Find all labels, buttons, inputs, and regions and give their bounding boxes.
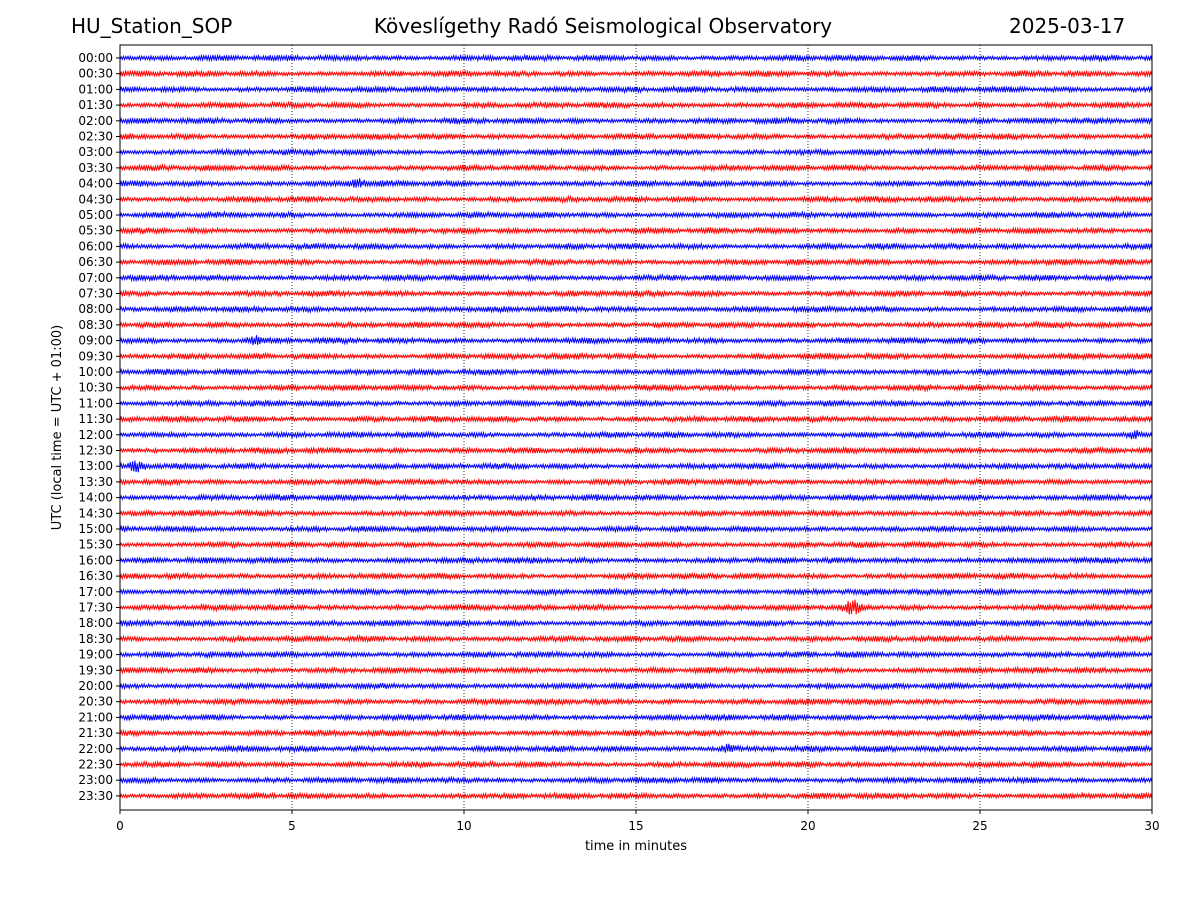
trace-1000 [119, 367, 1153, 377]
y-tick-label: 03:00 [78, 145, 113, 159]
y-tick-label: 10:30 [78, 381, 113, 395]
x-axis-ticks: 0 5 10 15 20 25 30 [116, 810, 1160, 833]
y-tick-label: 20:30 [78, 695, 113, 709]
trace-1330 [119, 477, 1153, 487]
y-tick-label: 19:30 [78, 663, 113, 677]
trace-2300 [119, 775, 1153, 785]
trace-0330 [119, 163, 1153, 173]
y-tick-label: 18:30 [78, 632, 113, 646]
trace-1200 [119, 430, 1153, 440]
y-tick-label: 00:30 [78, 67, 113, 81]
x-tick-label: 30 [1144, 819, 1159, 833]
trace-2000 [119, 681, 1153, 691]
y-tick-label: 21:00 [78, 710, 113, 724]
trace-1900 [119, 649, 1153, 660]
y-tick-label: 04:30 [78, 192, 113, 206]
trace-1230 [119, 445, 1153, 456]
chart-title: Köveslígethy Radó Seismological Observat… [0, 14, 1200, 38]
y-tick-label: 11:00 [78, 396, 113, 410]
y-tick-label: 15:30 [78, 538, 113, 552]
chart-title-text: Köveslígethy Radó Seismological Observat… [373, 14, 833, 38]
y-tick-label: 00:00 [78, 51, 113, 65]
trace-0830 [119, 320, 1153, 330]
y-tick-label: 23:00 [78, 773, 113, 787]
y-tick-label: 18:00 [78, 616, 113, 630]
y-tick-label: 05:00 [78, 208, 113, 222]
y-tick-label: 01:30 [78, 98, 113, 112]
trace-1430 [119, 508, 1153, 519]
trace-1700 [119, 587, 1153, 597]
y-tick-label: 02:00 [78, 114, 113, 128]
y-tick-label: 02:30 [78, 130, 113, 144]
y-tick-label: 16:30 [78, 569, 113, 583]
y-tick-label: 07:30 [78, 287, 113, 301]
trace-0600 [119, 241, 1153, 252]
x-tick-label: 10 [456, 819, 471, 833]
y-tick-label: 21:30 [78, 726, 113, 740]
y-tick-label: 10:00 [78, 365, 113, 379]
trace-1800 [119, 618, 1153, 628]
trace-0530 [119, 226, 1153, 236]
vertical-grid [291, 45, 981, 810]
y-tick-label: 08:30 [78, 318, 113, 332]
trace-0500 [119, 210, 1153, 220]
y-tick-label: 08:00 [78, 302, 113, 316]
x-tick-label: 25 [972, 819, 987, 833]
trace-0130 [119, 100, 1153, 110]
trace-1630 [119, 571, 1153, 581]
trace-1930 [119, 665, 1153, 675]
y-tick-label: 06:00 [78, 239, 113, 253]
y-tick-label: 11:30 [78, 412, 113, 426]
y-tick-label: 22:30 [78, 758, 113, 772]
y-tick-label: 14:30 [78, 506, 113, 520]
y-tick-label: 23:30 [78, 789, 113, 803]
x-tick-label: 0 [116, 819, 124, 833]
y-tick-label: 20:00 [78, 679, 113, 693]
trace-2100 [119, 712, 1153, 723]
y-tick-label: 12:00 [78, 428, 113, 442]
y-tick-label: 19:00 [78, 648, 113, 662]
x-tick-label: 5 [288, 819, 296, 833]
y-tick-label: 17:00 [78, 585, 113, 599]
trace-2200 [119, 743, 1153, 754]
date-label: 2025-03-17 [1009, 14, 1126, 38]
y-tick-label: 06:30 [78, 255, 113, 269]
x-tick-label: 20 [800, 819, 815, 833]
y-tick-label: 17:30 [78, 601, 113, 615]
trace-1130 [119, 414, 1153, 424]
y-tick-label: 04:00 [78, 177, 113, 191]
y-tick-label: 13:30 [78, 475, 113, 489]
station-label: HU_Station_SOP [71, 14, 233, 38]
y-tick-label: 15:00 [78, 522, 113, 536]
y-tick-label: 16:00 [78, 553, 113, 567]
x-tick-label: 15 [628, 819, 643, 833]
y-tick-label: 03:30 [78, 161, 113, 175]
trace-2230 [119, 759, 1153, 770]
trace-2130 [119, 728, 1153, 738]
trace-0430 [119, 194, 1153, 205]
trace-1830 [119, 633, 1153, 644]
y-tick-label: 14:00 [78, 491, 113, 505]
y-tick-label: 13:00 [78, 459, 113, 473]
trace-0300 [119, 147, 1153, 157]
y-tick-label: 01:00 [78, 82, 113, 96]
y-tick-label: 07:00 [78, 271, 113, 285]
y-tick-label: 22:00 [78, 742, 113, 756]
y-tick-label: 05:30 [78, 224, 113, 238]
trace-0800 [119, 304, 1153, 315]
y-tick-label: 09:00 [78, 334, 113, 348]
y-tick-label: 12:30 [78, 444, 113, 458]
x-axis-label: time in minutes [585, 839, 687, 854]
y-axis-label: UTC (local time = UTC + 01:00) [50, 325, 65, 530]
y-tick-label: 09:30 [78, 349, 113, 363]
